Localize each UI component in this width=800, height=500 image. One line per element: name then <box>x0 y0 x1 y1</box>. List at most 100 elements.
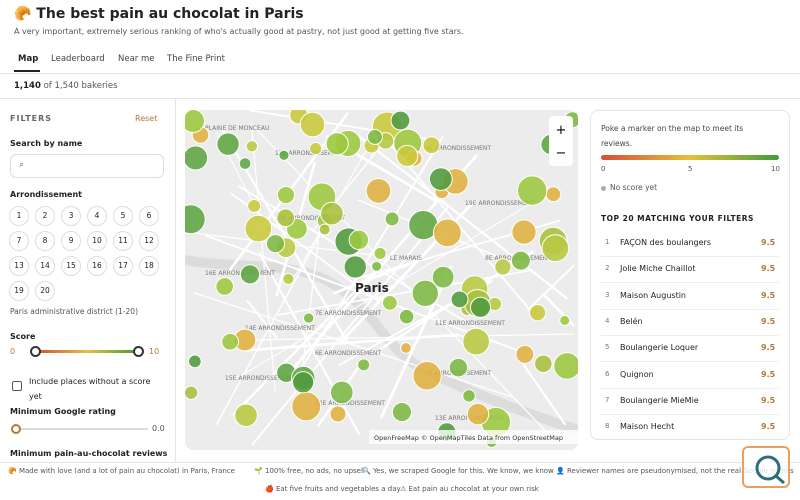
zoom-out[interactable]: − <box>556 146 567 161</box>
bakery-marker[interactable] <box>545 186 562 203</box>
bakery-marker[interactable] <box>515 344 535 364</box>
bakery-marker[interactable] <box>276 185 296 205</box>
arrondissement-button[interactable]: 8 <box>35 231 55 251</box>
bakery-marker[interactable] <box>510 250 531 271</box>
arrondissement-button[interactable]: 2 <box>35 206 55 226</box>
bakery-marker[interactable] <box>366 128 383 145</box>
slider-handle[interactable] <box>30 346 41 357</box>
bakery-marker[interactable] <box>517 175 548 206</box>
arrondissement-button[interactable]: 16 <box>87 256 107 276</box>
bakery-name[interactable]: Quignon <box>620 369 654 379</box>
bakery-marker[interactable] <box>357 358 371 372</box>
bakery-marker[interactable] <box>244 214 273 243</box>
arrondissement-button[interactable]: 18 <box>139 256 159 276</box>
bakery-marker[interactable] <box>188 354 202 369</box>
bakery-marker[interactable] <box>511 219 537 245</box>
bakery-marker[interactable] <box>390 110 411 131</box>
arrondissement-button[interactable]: 20 <box>35 281 55 301</box>
bakery-marker[interactable] <box>299 111 326 138</box>
bakery-marker[interactable] <box>265 234 286 254</box>
bakery-marker[interactable] <box>422 136 441 155</box>
bakery-marker[interactable] <box>343 255 367 279</box>
bakery-marker[interactable] <box>238 157 252 170</box>
bakery-marker[interactable] <box>450 290 469 309</box>
bakery-name[interactable]: Boulangerie MieMie <box>620 395 699 405</box>
bakery-marker[interactable] <box>320 201 344 226</box>
bakery-name[interactable]: FAÇON des boulangers <box>620 238 712 247</box>
bakery-marker[interactable] <box>234 403 258 428</box>
bakery-marker[interactable] <box>329 380 354 405</box>
bakery-marker[interactable] <box>448 357 469 378</box>
google-slider[interactable] <box>16 428 148 430</box>
bakery-marker[interactable] <box>302 312 315 324</box>
arrondissement-button[interactable]: 19 <box>9 281 29 301</box>
bakery-marker[interactable] <box>282 272 295 285</box>
tab[interactable]: Near me <box>118 54 155 64</box>
arrondissement-button[interactable]: 17 <box>113 256 133 276</box>
arrondissement-button[interactable]: 10 <box>87 231 107 251</box>
bakery-marker[interactable] <box>245 140 259 153</box>
bakery-marker[interactable] <box>396 144 419 167</box>
search-input[interactable]: ⌕ <box>10 154 164 178</box>
bakery-marker[interactable] <box>559 314 571 327</box>
tab[interactable]: Leaderboard <box>51 54 105 64</box>
bakery-marker[interactable] <box>291 391 322 422</box>
help-button[interactable] <box>742 446 790 488</box>
bakery-marker[interactable] <box>462 389 476 403</box>
bakery-marker[interactable] <box>325 132 349 156</box>
tab[interactable]: Map <box>18 54 39 64</box>
bakery-marker[interactable] <box>185 385 199 400</box>
arrondissement-button[interactable]: 11 <box>113 231 133 251</box>
score-slider[interactable] <box>35 350 139 353</box>
bakery-marker[interactable] <box>292 371 315 394</box>
bakery-name[interactable]: Jolie Miche Chaillot <box>620 264 696 274</box>
slider-handle[interactable] <box>11 424 21 434</box>
bakery-marker[interactable] <box>432 218 462 248</box>
arrondissement-button[interactable]: 7 <box>9 231 29 251</box>
bakery-marker[interactable] <box>466 402 490 426</box>
arrondissement-button[interactable]: 1 <box>9 206 29 226</box>
bakery-marker[interactable] <box>239 264 261 285</box>
bakery-marker[interactable] <box>348 229 370 251</box>
bakery-marker[interactable] <box>391 402 412 423</box>
bakery-marker[interactable] <box>428 167 453 191</box>
bakery-marker[interactable] <box>494 258 512 276</box>
checkbox[interactable] <box>12 381 22 391</box>
bakery-marker[interactable] <box>309 142 323 156</box>
bakery-name[interactable]: Maison Hecht <box>620 422 675 432</box>
bakery-marker[interactable] <box>185 110 205 134</box>
bakery-marker[interactable] <box>400 342 412 354</box>
reset[interactable]: Reset <box>135 114 158 123</box>
bakery-marker[interactable] <box>373 246 387 260</box>
bakery-marker[interactable] <box>381 294 398 311</box>
tab[interactable]: The Fine Print <box>167 54 226 64</box>
arrondissement-button[interactable]: 4 <box>87 206 107 226</box>
bakery-marker[interactable] <box>462 327 491 356</box>
bakery-marker[interactable] <box>371 260 383 272</box>
bakery-marker[interactable] <box>185 204 206 235</box>
arrondissement-button[interactable]: 9 <box>61 231 81 251</box>
bakery-name[interactable]: Belén <box>620 316 643 326</box>
bakery-marker[interactable] <box>384 211 400 227</box>
arrondissement-button[interactable]: 3 <box>61 206 81 226</box>
bakery-marker[interactable] <box>411 279 439 307</box>
bakery-marker[interactable] <box>431 265 455 289</box>
map[interactable]: PLAINE DE MONCEAU 17E ARRONDISSEMENT 9E AR… <box>185 110 578 450</box>
bakery-marker[interactable] <box>541 234 570 263</box>
bakery-marker[interactable] <box>329 405 347 423</box>
bakery-name[interactable]: Maison Augustin <box>620 290 686 300</box>
bakery-marker[interactable] <box>215 277 234 296</box>
zoom-in[interactable]: + <box>556 123 567 138</box>
bakery-marker[interactable] <box>185 145 209 171</box>
arrondissement-button[interactable]: 15 <box>61 256 81 276</box>
arrondissement-button[interactable]: 13 <box>9 256 29 276</box>
bakery-marker[interactable] <box>553 352 578 380</box>
bakery-marker[interactable] <box>276 208 296 228</box>
bakery-marker[interactable] <box>365 178 392 204</box>
slider-handle[interactable] <box>133 346 144 357</box>
bakery-name[interactable]: Boulangerie Loquer <box>620 343 699 353</box>
arrondissement-button[interactable]: 6 <box>139 206 159 226</box>
bakery-marker[interactable] <box>398 308 415 325</box>
bakery-marker[interactable] <box>216 132 240 156</box>
bakery-marker[interactable] <box>469 296 492 318</box>
